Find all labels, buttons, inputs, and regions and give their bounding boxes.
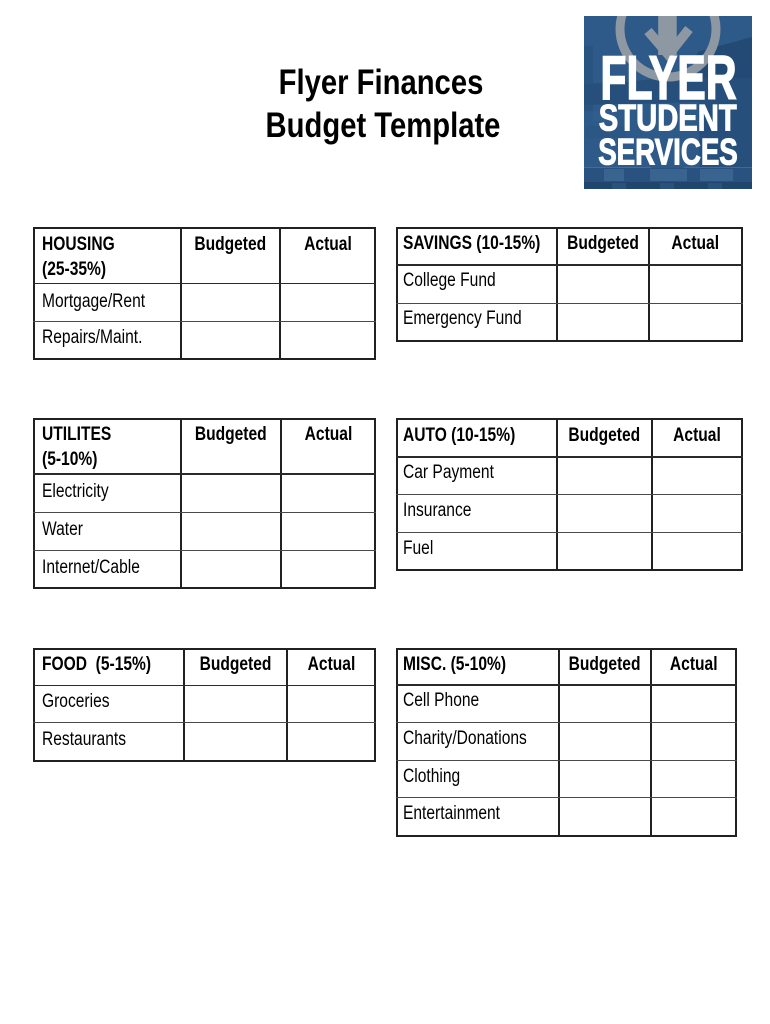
svg-text:STUDENT: STUDENT: [599, 98, 737, 139]
svg-text:SERVICES: SERVICES: [598, 131, 738, 172]
svg-text:FLYER: FLYER: [600, 44, 736, 113]
